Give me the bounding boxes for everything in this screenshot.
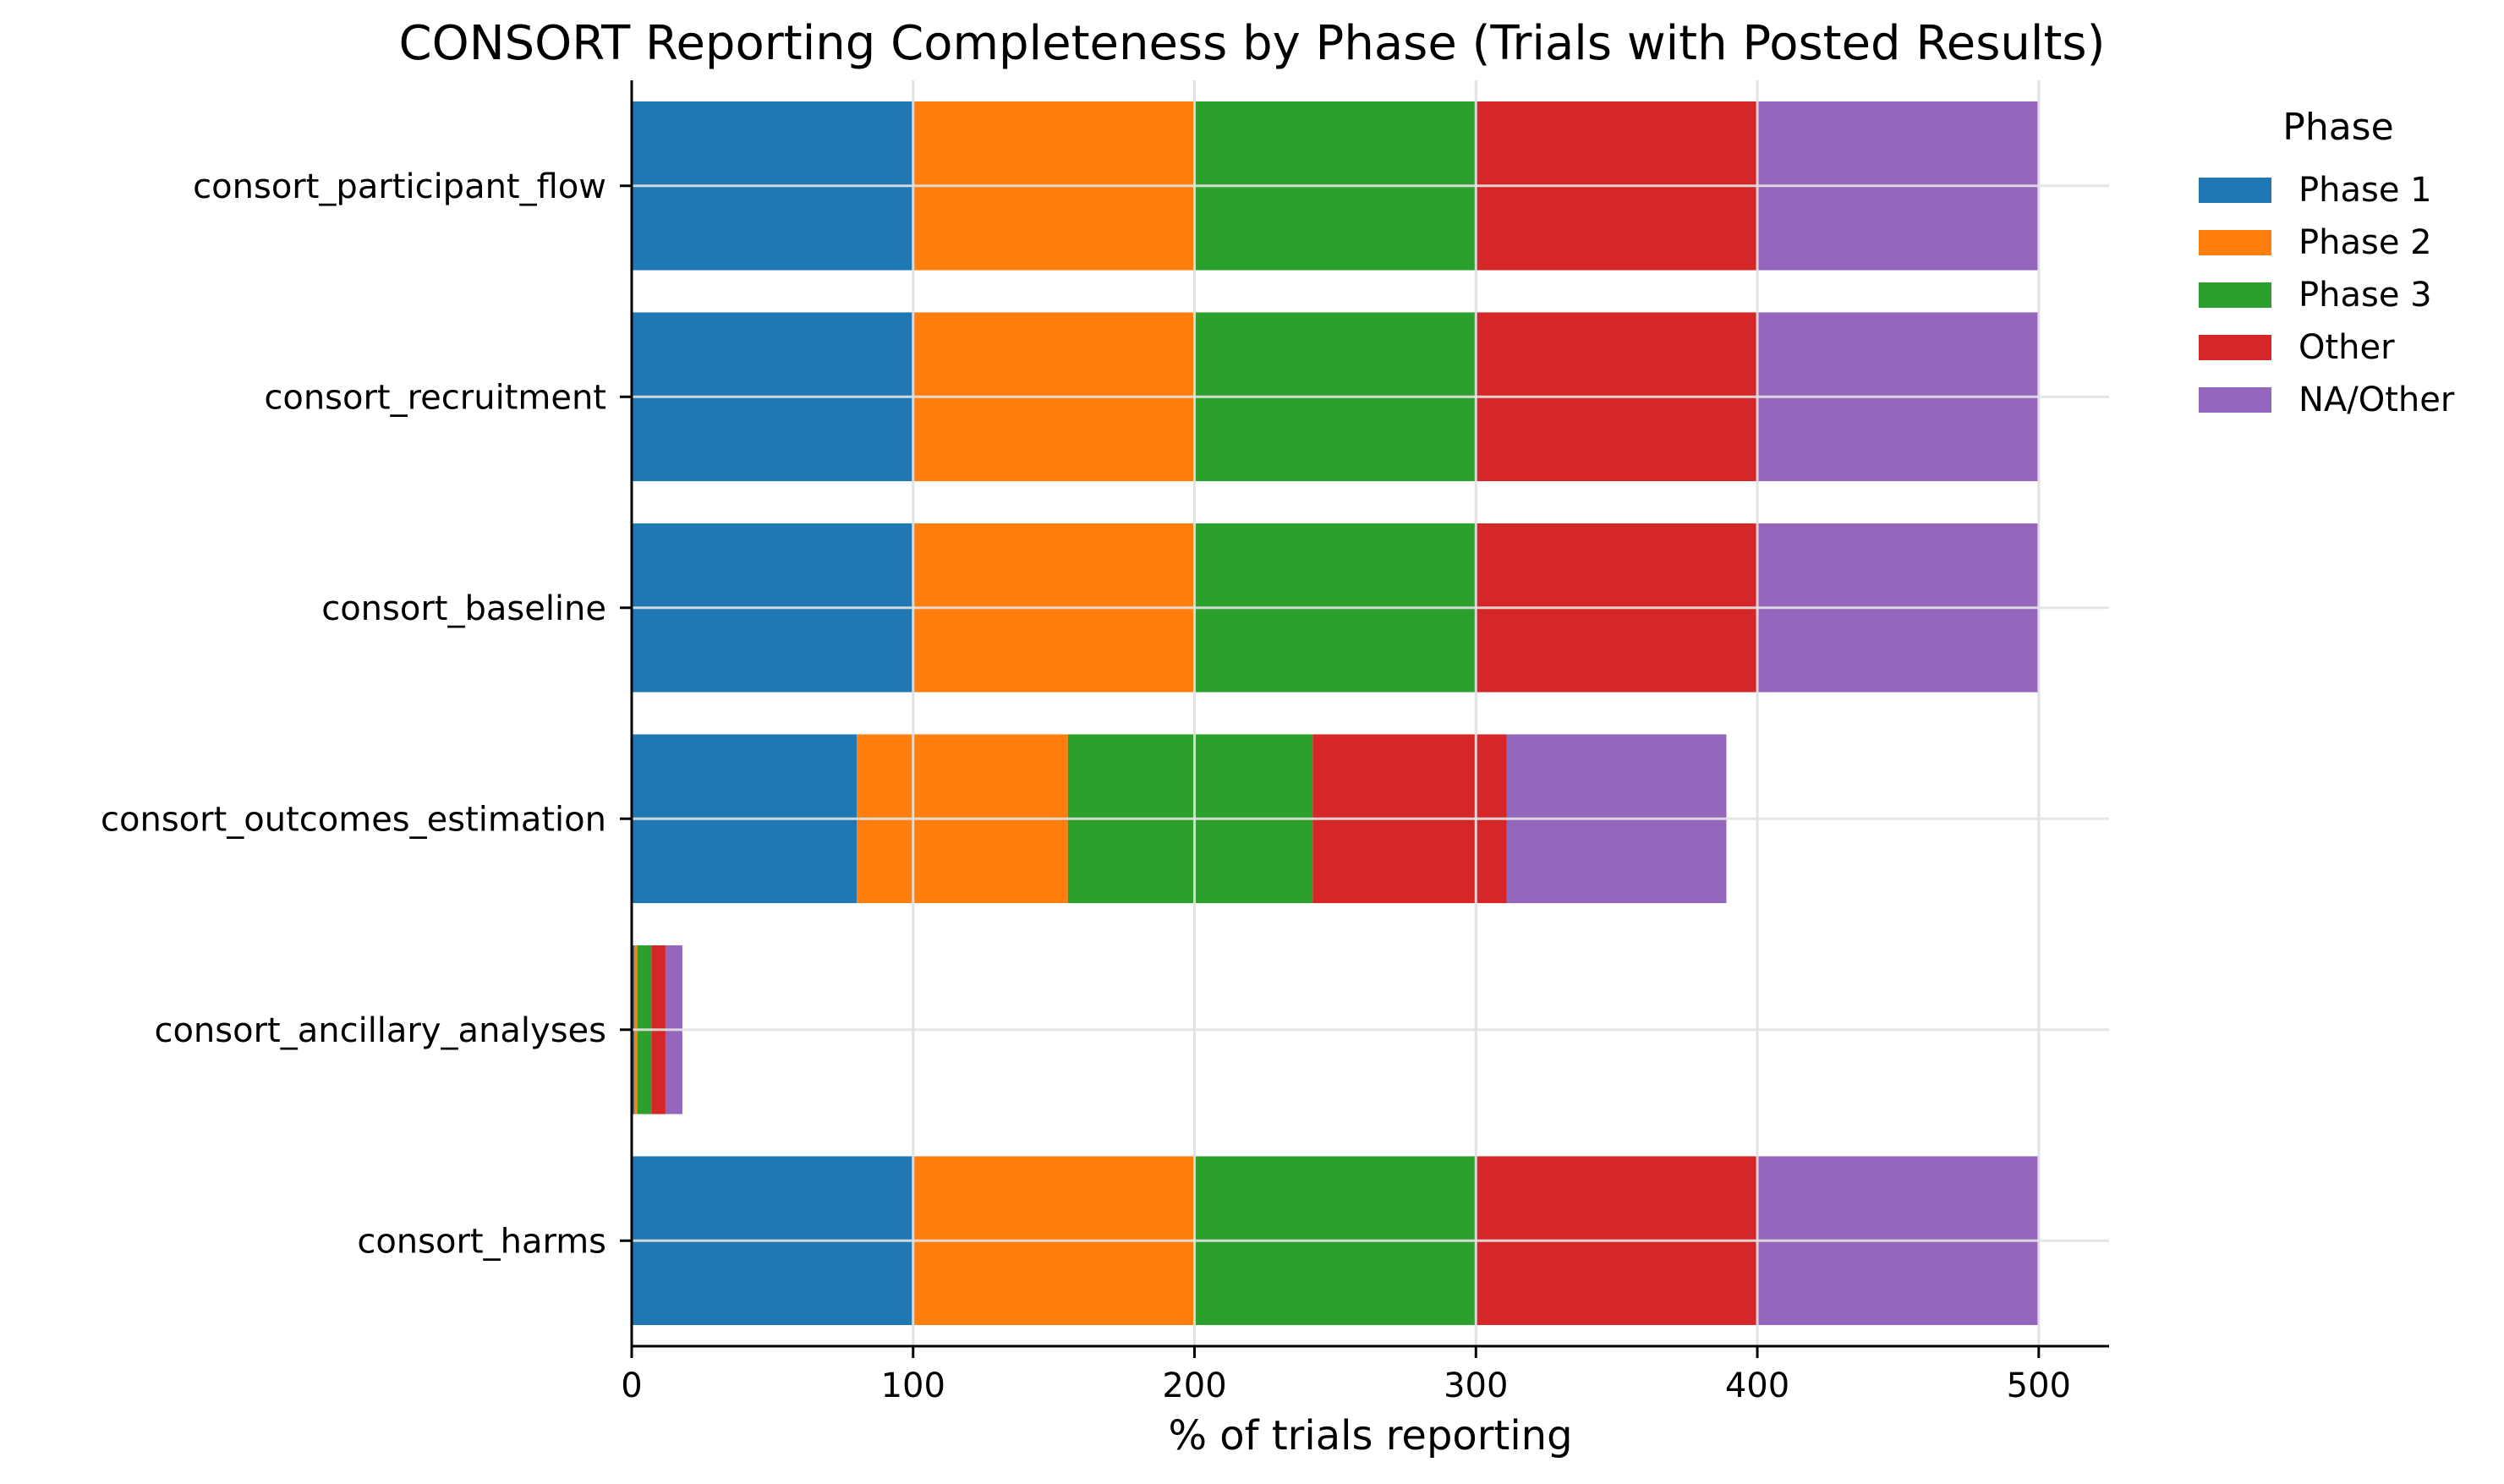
legend-entry: NA/Other	[2199, 374, 2478, 426]
x-axis-label: % of trials reporting	[1168, 1412, 1573, 1459]
legend-swatch	[2199, 387, 2271, 413]
legend-label: Phase 2	[2299, 223, 2432, 262]
legend-entry: Phase 1	[2199, 164, 2478, 216]
bars-layer	[630, 80, 2109, 1346]
legend-label: Phase 3	[2299, 276, 2432, 315]
chart-title: CONSORT Reporting Completeness by Phase …	[398, 16, 2106, 71]
legend-swatch	[2199, 230, 2271, 255]
y-tick-label: consort_outcomes_estimation	[101, 800, 606, 839]
legend-entry: Phase 2	[2199, 216, 2478, 269]
x-tick-label: 500	[2007, 1366, 2071, 1405]
x-tick-label: 300	[1444, 1366, 1508, 1405]
legend-label: Other	[2299, 328, 2395, 367]
legend-swatch	[2199, 282, 2271, 308]
legend-swatch	[2199, 335, 2271, 360]
y-tick-label: consort_baseline	[321, 589, 606, 628]
legend-entry: Phase 3	[2199, 269, 2478, 321]
x-tick-label: 200	[1162, 1366, 1226, 1405]
y-tick-label: consort_recruitment	[264, 378, 606, 417]
x-tick-label: 400	[1725, 1366, 1789, 1405]
legend-entry: Other	[2199, 321, 2478, 374]
axis-layer: 0 100 200 300 400 500 consort_participant_flow…	[101, 80, 2109, 1405]
legend-label: Phase 1	[2299, 171, 2432, 210]
x-tick-label: 100	[881, 1366, 945, 1405]
legend-swatch	[2199, 178, 2271, 203]
y-tick-label: consort_ancillary_analyses	[154, 1011, 606, 1050]
y-tick-label: consort_harms	[357, 1222, 606, 1261]
legend-label: NA/Other	[2299, 381, 2455, 419]
legend-title: Phase	[2282, 106, 2394, 149]
legend: Phase Phase 1 Phase 2 Phase 3 Other NA/Other	[2199, 106, 2478, 426]
y-tick-label: consort_participant_flow	[193, 167, 606, 206]
x-tick-label: 0	[621, 1366, 642, 1405]
